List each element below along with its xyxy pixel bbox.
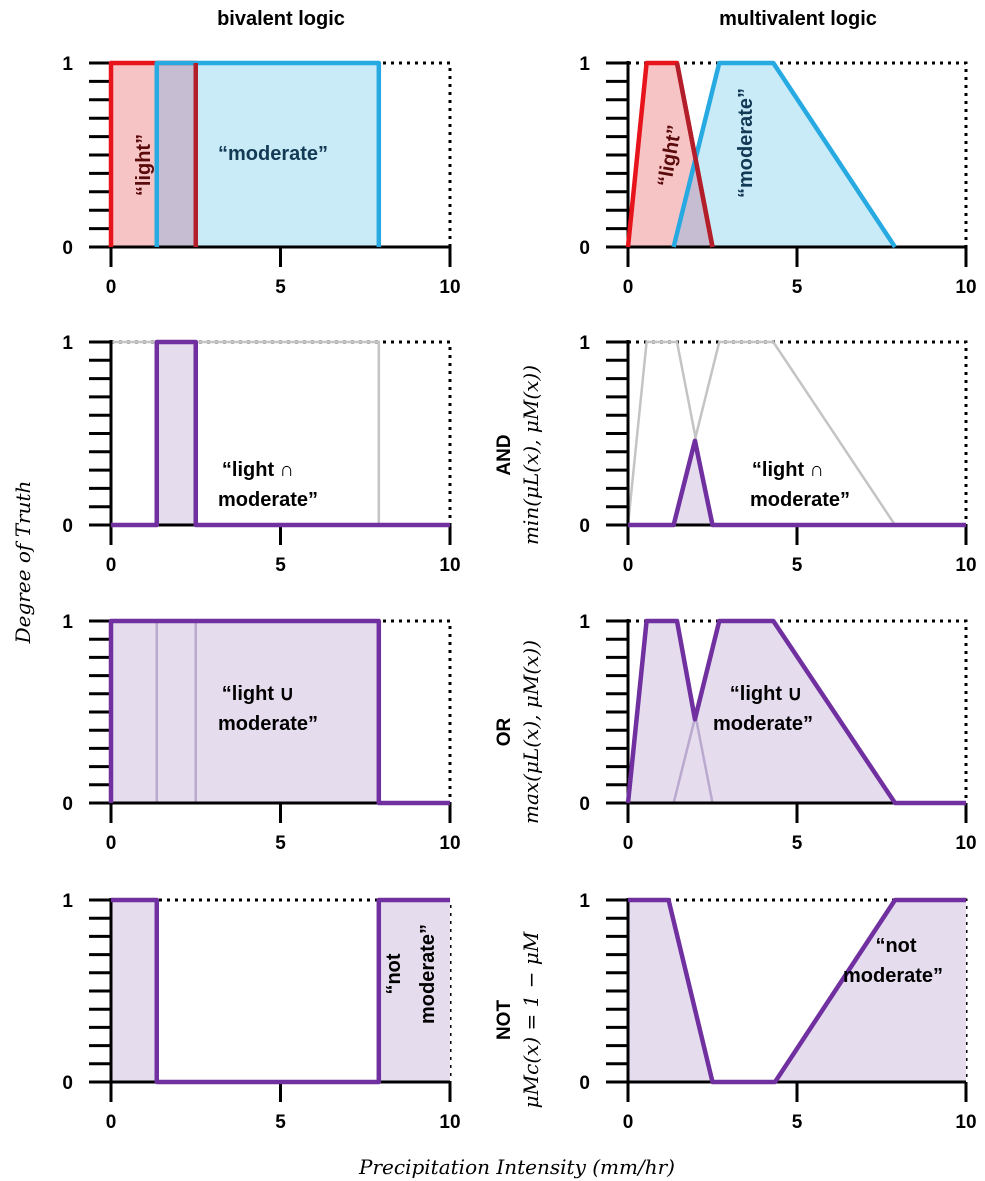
x-tick-label: 0 (106, 833, 117, 854)
result-line (111, 897, 450, 1085)
operator-not: NOT μMc(x) = 1 − μM (494, 931, 543, 1108)
x-axis-label: Precipitation Intensity (mm/hr) (358, 1155, 675, 1179)
label-not-multivalent-1: “not (875, 935, 916, 957)
x-tick-label: 10 (955, 1112, 976, 1133)
x-tick-label: 10 (955, 277, 976, 298)
label-or-bivalent-1: “light ∪ (222, 683, 294, 705)
overlap-fill (156, 63, 196, 247)
overlap-fill (673, 162, 713, 247)
x-tick-label: 0 (106, 277, 117, 298)
y-axis-label: Degree of Truth (11, 481, 35, 645)
x-tick-label: 5 (275, 555, 286, 576)
label-or-multivalent-2: moderate” (713, 713, 813, 735)
operator-or-formula: max(μL(x), μM(x)) (519, 640, 543, 824)
y-tick-label: 1 (579, 891, 590, 912)
x-tick-label: 5 (792, 1112, 803, 1133)
ghost-light-line (626, 340, 714, 526)
annotations: “light” “moderate” “light” “moderate” “l… (133, 88, 943, 1024)
y-tick-label: 0 (62, 1073, 73, 1094)
ghost-moderate-line (672, 340, 897, 526)
label-not-bivalent-1: “not (383, 953, 405, 994)
y-tick-label: 1 (579, 54, 590, 75)
panel-bivalent-not: 010 5 10 (62, 891, 460, 1133)
y-tick-label: 1 (62, 333, 73, 354)
x-tick-label: 5 (792, 555, 803, 576)
x-tick-label: 5 (275, 277, 286, 298)
panel-bivalent-or: 010 5 10 (62, 612, 460, 854)
operator-and: AND min(μL(x), μM(x)) (494, 365, 543, 545)
result-fill (628, 621, 966, 803)
result-line (111, 339, 450, 528)
label-not-bivalent-2: moderate” (417, 924, 439, 1024)
label-not-multivalent-2: moderate” (843, 965, 943, 987)
panel-multivalent-sets: 010 5 10 (579, 54, 976, 298)
x-tick-label: 5 (275, 1112, 286, 1133)
x-tick-label: 0 (623, 1112, 634, 1133)
x-tick-label: 10 (955, 555, 976, 576)
x-tick-label: 0 (623, 555, 634, 576)
label-and-bivalent-1: “light ∩ (222, 459, 294, 481)
panel-bivalent-and: 010 5 10 (62, 333, 460, 576)
result-fill (628, 440, 966, 525)
moderate-set-line (154, 60, 382, 247)
x-tick-label: 10 (439, 833, 460, 854)
label-light-bivalent: “light” (133, 134, 155, 196)
x-tick-label: 10 (955, 833, 976, 854)
operator-not-name: NOT (494, 1000, 515, 1041)
y-tick-label: 0 (62, 238, 73, 259)
operator-and-name: AND (494, 434, 515, 475)
operator-or-name: OR (494, 717, 515, 746)
y-tick-label: 1 (579, 333, 590, 354)
x-tick-label: 5 (792, 833, 803, 854)
label-moderate-multivalent: “moderate” (735, 88, 757, 198)
operator-or: OR max(μL(x), μM(x)) (494, 640, 543, 824)
panel-multivalent-or: 010 5 10 (579, 612, 976, 854)
y-tick-label: 1 (579, 612, 590, 633)
y-tick-label: 0 (62, 516, 73, 537)
result-line (628, 438, 966, 528)
y-tick-label: 0 (62, 794, 73, 815)
x-tick-label: 0 (106, 1112, 117, 1133)
x-tick-label: 0 (623, 277, 634, 298)
label-or-bivalent-2: moderate” (218, 713, 318, 735)
y-tick-label: 0 (579, 1073, 590, 1094)
x-tick-label: 0 (106, 555, 117, 576)
result-fill (111, 621, 450, 803)
result-line (628, 897, 966, 1085)
x-tick-label: 5 (792, 277, 803, 298)
x-tick-label: 10 (439, 555, 460, 576)
moderate-set-fill (156, 63, 379, 247)
operator-labels: AND min(μL(x), μM(x)) OR max(μL(x), μM(x… (494, 365, 543, 1108)
not-set-fill (628, 900, 966, 1082)
y-tick-label: 0 (579, 516, 590, 537)
moderate-set-fill (673, 63, 896, 247)
x-tick-label: 0 (623, 833, 634, 854)
result-line (625, 618, 966, 806)
panel-multivalent-and: 010 5 10 (579, 333, 976, 576)
x-tick-label: 5 (275, 833, 286, 854)
result-line (108, 618, 450, 806)
label-moderate-bivalent: “moderate” (218, 143, 328, 165)
y-tick-label: 0 (579, 238, 590, 259)
y-tick-label: 1 (62, 54, 73, 75)
x-tick-label: 10 (439, 1112, 460, 1133)
label-or-multivalent-1: “light ∪ (730, 683, 802, 705)
operator-not-formula: μMc(x) = 1 − μM (519, 931, 543, 1108)
y-tick-label: 0 (579, 794, 590, 815)
operator-and-formula: min(μL(x), μM(x)) (519, 365, 543, 545)
title-bivalent: bivalent logic (217, 8, 345, 30)
label-and-multivalent-1: “light ∩ (752, 459, 824, 481)
panel-multivalent-not: 010 5 10 (579, 891, 976, 1133)
title-multivalent: multivalent logic (719, 8, 877, 30)
label-and-multivalent-2: moderate” (750, 489, 850, 511)
light-set-overlap-edge (674, 62, 715, 248)
y-tick-label: 1 (62, 612, 73, 633)
x-tick-label: 10 (439, 277, 460, 298)
y-tick-label: 1 (62, 891, 73, 912)
label-and-bivalent-2: moderate” (218, 489, 318, 511)
panel-bivalent-sets: 010 5 10 (62, 54, 460, 298)
not-set-fill (111, 900, 450, 1082)
